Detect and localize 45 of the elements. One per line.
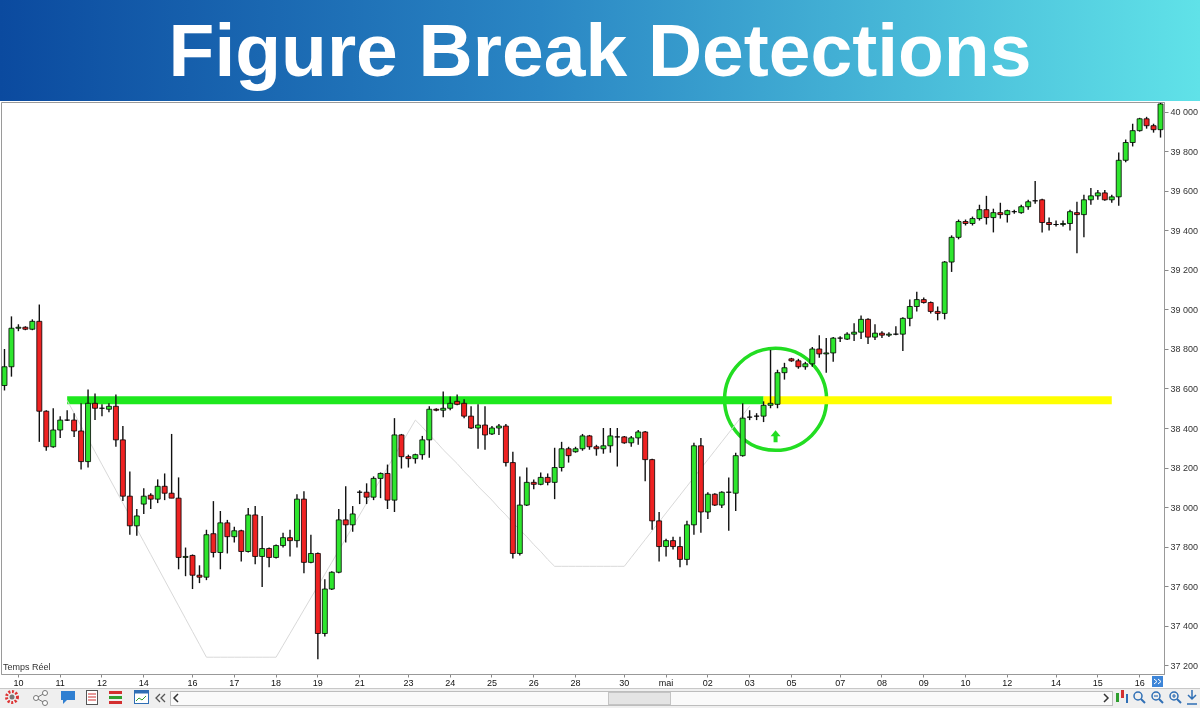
x-tick-label: 12: [96, 677, 107, 688]
x-tick-label: 07: [835, 677, 846, 688]
line-series: [66, 399, 751, 658]
x-tick-label: 19: [312, 677, 323, 688]
x-tick-label: 11: [55, 677, 65, 688]
y-tick-label: 39 000: [1170, 304, 1199, 315]
x-tick-label: 09: [918, 677, 929, 688]
x-tick-label: 25: [486, 677, 497, 688]
y-tick-label: 38 200: [1170, 463, 1199, 474]
x-tick-label: 16: [187, 677, 198, 688]
y-tick-label: 38 800: [1170, 344, 1199, 355]
x-tick-label: 21: [354, 677, 365, 688]
x-tick-label: 30: [619, 677, 630, 688]
y-tick-label: 37 400: [1170, 621, 1199, 632]
x-tick-label: 10: [960, 677, 971, 688]
x-tick-label: 10: [13, 677, 24, 688]
x-tick-label: 28: [570, 677, 581, 688]
x-tick-label: 12: [1002, 677, 1013, 688]
y-tick-label: 39 400: [1170, 225, 1199, 236]
x-tick-label: 15: [1092, 677, 1103, 688]
x-tick-label: 14: [138, 677, 149, 688]
y-tick-label: 37 200: [1170, 660, 1199, 671]
annotation: Temps Réel: [3, 662, 51, 672]
y-tick-label: 37 800: [1170, 542, 1199, 553]
x-tick-label: mai: [658, 677, 674, 688]
y-tick-label: 38 400: [1170, 423, 1199, 434]
y-tick-label: 38 000: [1170, 502, 1199, 513]
x-tick-label: 03: [744, 677, 755, 688]
y-tick-label: 40 000: [1170, 107, 1199, 118]
y-tick-label: 39 200: [1170, 265, 1199, 276]
y-tick-label: 39 800: [1170, 146, 1199, 157]
x-tick-label: 17: [229, 677, 240, 688]
y-tick-label: 37 600: [1170, 581, 1199, 592]
x-tick-label: 24: [445, 677, 456, 688]
x-tick-label: 14: [1051, 677, 1062, 688]
x-tick-label: 18: [271, 677, 282, 688]
x-tick-label: 05: [786, 677, 797, 688]
x-tick-label: 16: [1134, 677, 1145, 688]
x-tick-label: 23: [403, 677, 414, 688]
x-tick-label: 08: [876, 677, 887, 688]
y-tick-label: 38 600: [1170, 383, 1199, 394]
x-tick-label: 02: [702, 677, 713, 688]
chart-title: Figure Break Detections: [168, 8, 1032, 92]
y-tick-label: 39 600: [1170, 186, 1199, 197]
x-tick-label: 26: [528, 677, 539, 688]
